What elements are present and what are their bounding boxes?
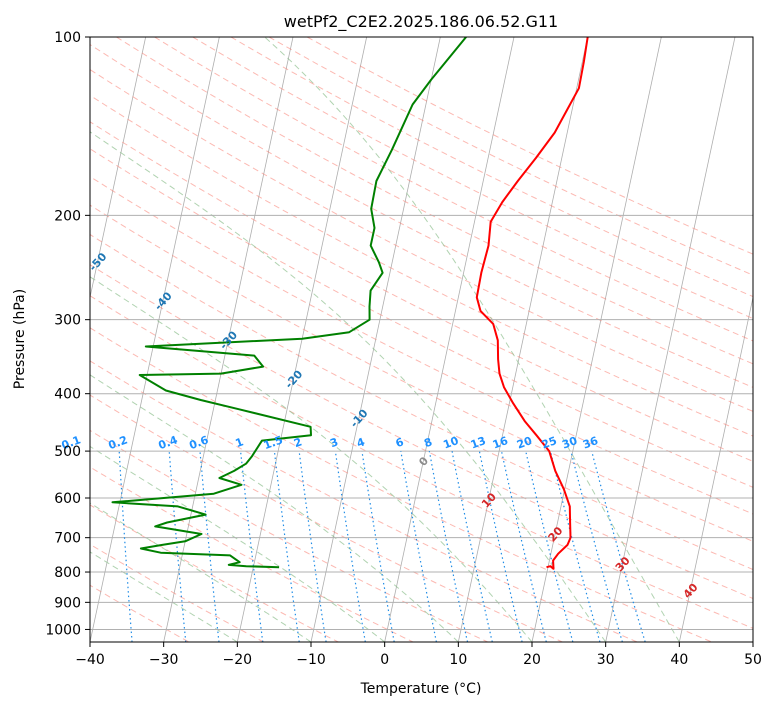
- dry-adiabat-line: [90, 94, 753, 437]
- dry-adiabat-line: [90, 360, 638, 642]
- y-tick-label: 1000: [45, 622, 81, 638]
- mixing-ratio-line: [570, 450, 623, 642]
- mixing-ratio-label: 4: [355, 435, 367, 450]
- dry-adiabat-line: [90, 69, 753, 412]
- y-tick-label: 500: [54, 444, 81, 460]
- dry-adiabat-line: [90, 429, 488, 642]
- dry-adiabat-line: [90, 121, 753, 462]
- x-tick-label: 0: [380, 652, 389, 668]
- isotherm-line: [457, 37, 589, 642]
- dry-adiabat-line: [90, 264, 753, 600]
- dewpoint-profile-line: [111, 37, 467, 569]
- isotherm-line: [678, 295, 753, 642]
- mixing-ratio-label: 1.5: [262, 433, 285, 452]
- mixing-ratio-line: [591, 450, 646, 642]
- mixing-ratio-label: 0.4: [157, 433, 180, 452]
- moist-adiabat-line: [90, 551, 238, 642]
- dry-adiabat-line: [90, 584, 190, 642]
- y-tick-label: 400: [54, 387, 81, 403]
- y-tick-label: 700: [54, 531, 81, 547]
- y-tick-label: 300: [54, 313, 81, 329]
- x-axis: −40 −30 −20 −10 0 10 20 30 40 50: [75, 642, 762, 668]
- mixing-ratio-label: 0.1: [60, 433, 83, 452]
- mixing-ratio-label: 0.6: [187, 433, 210, 452]
- dry-adiabat-line: [90, 327, 712, 642]
- mixing-ratio-label: 16: [491, 434, 510, 452]
- isotherm-line: [90, 37, 220, 642]
- pressure-gridlines: [90, 37, 753, 630]
- isotherm-line: [531, 37, 662, 642]
- mixing-ratio-line: [168, 451, 187, 642]
- moist-adiabat-line: [90, 374, 459, 642]
- y-tick-label: 600: [54, 491, 81, 507]
- x-tick-label: −20: [223, 652, 253, 668]
- dry-adiabat-line: [90, 466, 414, 642]
- dry-adiabat-line: [90, 175, 753, 515]
- isotherm-line: [384, 37, 515, 642]
- mixing-ratio-label: 0.2: [107, 433, 130, 452]
- dry-adiabat-line: [116, 37, 753, 365]
- sounding-profiles: [111, 37, 589, 570]
- chart-title: wetPf2_C2E2.2025.186.06.52.G11: [284, 12, 558, 32]
- mixing-ratio-label: 2: [292, 435, 304, 450]
- y-tick-label: 100: [54, 30, 81, 46]
- dry-adiabat-line: [90, 204, 753, 542]
- mixing-ratio-line: [361, 451, 395, 642]
- dry-adiabat-line: [230, 37, 753, 298]
- x-tick-label: 30: [597, 652, 615, 668]
- mixing-ratio-line: [199, 451, 220, 642]
- mixing-ratio-label: 6: [394, 435, 406, 450]
- x-axis-title: Temperature (°C): [360, 681, 482, 697]
- dry-adiabat-line: [192, 37, 753, 320]
- mixing-ratio-line: [240, 451, 264, 642]
- y-axis-title: Pressure (hPa): [12, 289, 28, 389]
- mixing-ratio-line: [334, 451, 366, 642]
- x-tick-label: 40: [670, 652, 688, 668]
- mixing-ratio-line: [298, 451, 327, 642]
- moist-adiabat-line: [90, 276, 533, 642]
- mixing-ratio-lines: [118, 450, 646, 642]
- x-tick-label: 50: [744, 652, 762, 668]
- dry-adiabat-line: [90, 43, 753, 388]
- mixing-ratio-label: 8: [422, 435, 434, 450]
- dry-adiabat-line: [90, 233, 753, 571]
- y-tick-label: 900: [54, 595, 81, 611]
- temperature-profile-line: [475, 37, 589, 570]
- background-reference-lines: [90, 37, 753, 642]
- mixing-ratio-label: 30: [560, 434, 579, 452]
- y-tick-label: 800: [54, 565, 81, 581]
- dry-adiabat-line: [90, 394, 563, 642]
- y-axis: 100 200 300 400 500 600 700 800 900 1000: [45, 30, 90, 638]
- dry-adiabat-line: [90, 504, 339, 642]
- mixing-ratio-label: 1: [234, 435, 246, 450]
- x-tick-label: −10: [296, 652, 326, 668]
- mixing-ratio-label: 25: [540, 434, 559, 451]
- moist-adiabat-line: [90, 445, 385, 642]
- isotherm-line: [90, 37, 147, 300]
- plot-frame: [89, 36, 754, 643]
- mixing-ratio-label: 20: [515, 434, 534, 452]
- x-tick-label: −30: [149, 652, 179, 668]
- x-tick-label: 10: [449, 652, 467, 668]
- dry-adiabat-line: [90, 148, 753, 488]
- mixing-ratio-label: 10: [441, 434, 460, 452]
- mixing-ratio-label: 3: [328, 435, 340, 450]
- mixing-ratio-line: [118, 451, 133, 642]
- x-tick-label: −40: [75, 652, 105, 668]
- moist-adiabat-line: [90, 131, 607, 642]
- mixing-ratio-line: [273, 451, 300, 642]
- y-tick-label: 200: [54, 208, 81, 224]
- mixing-ratio-label: 13: [469, 434, 488, 451]
- mixing-ratio-label: 36: [581, 434, 600, 452]
- dry-adiabat-line: [154, 37, 753, 342]
- isotherm-line: [605, 37, 736, 642]
- x-tick-label: 20: [523, 652, 541, 668]
